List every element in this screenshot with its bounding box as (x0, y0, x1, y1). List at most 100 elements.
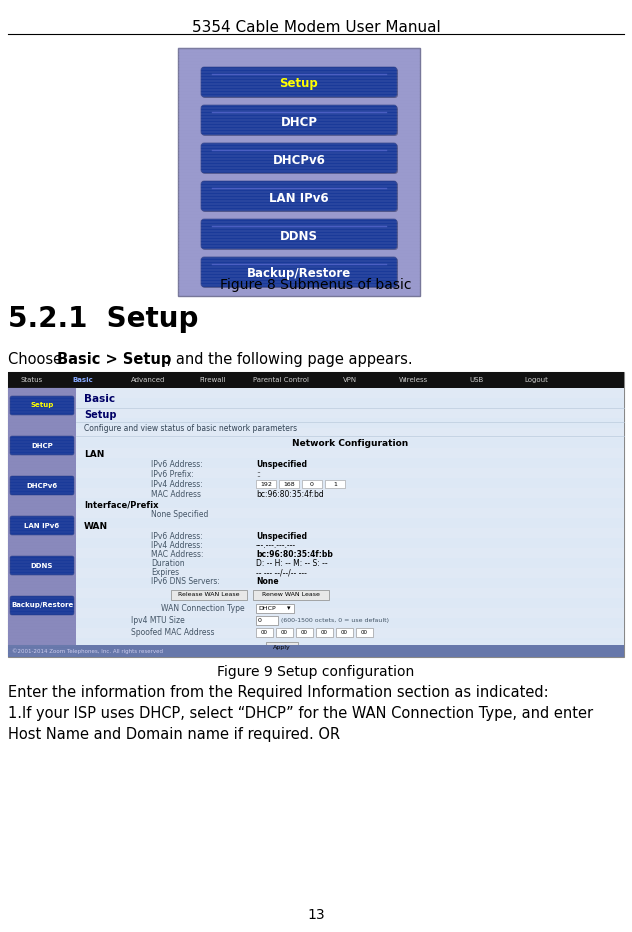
FancyBboxPatch shape (202, 144, 398, 174)
Text: Basic: Basic (84, 394, 115, 404)
Text: Advanced: Advanced (131, 377, 165, 383)
Text: ©2001-2014 Zoom Telephones, Inc. All rights reserved: ©2001-2014 Zoom Telephones, Inc. All rig… (12, 648, 163, 654)
Text: DHCP: DHCP (258, 606, 276, 611)
Text: Duration: Duration (151, 559, 185, 568)
Text: None Specified: None Specified (151, 510, 209, 519)
Text: Backup/Restore: Backup/Restore (11, 602, 73, 609)
Bar (256, 480, 276, 488)
Bar (76, 548, 624, 558)
Bar (8, 372, 624, 657)
Bar (76, 428, 624, 438)
Text: Logout: Logout (524, 377, 548, 383)
Text: 0: 0 (258, 618, 262, 623)
Text: IPv6 Address:: IPv6 Address: (151, 532, 203, 541)
Text: Backup/Restore: Backup/Restore (247, 267, 351, 281)
Text: Firewall: Firewall (200, 377, 226, 383)
FancyBboxPatch shape (201, 257, 397, 287)
Text: Setup: Setup (30, 403, 54, 408)
Bar (253, 590, 329, 600)
Text: DHCPv6: DHCPv6 (27, 483, 58, 488)
Text: Status: Status (21, 377, 43, 383)
Bar (256, 604, 294, 613)
Text: 192: 192 (260, 482, 272, 487)
Text: bc:96:80:35:4f:bd: bc:96:80:35:4f:bd (256, 490, 324, 499)
Text: WAN Connection Type: WAN Connection Type (161, 604, 245, 613)
Text: Network Configuration: Network Configuration (292, 439, 408, 448)
Bar (336, 628, 353, 637)
FancyBboxPatch shape (202, 258, 398, 288)
Text: bc:96:80:35:4f:bb: bc:96:80:35:4f:bb (256, 550, 333, 559)
Bar (76, 408, 624, 418)
Text: IPv6 DNS Servers:: IPv6 DNS Servers: (151, 577, 220, 586)
Text: Expires: Expires (151, 568, 179, 577)
Text: IPv6 Prefix:: IPv6 Prefix: (151, 470, 194, 479)
Bar (76, 628, 624, 638)
Text: 00: 00 (261, 630, 268, 635)
Text: Setup: Setup (279, 77, 319, 90)
Text: 00: 00 (281, 630, 288, 635)
Text: Interface/Prefix: Interface/Prefix (84, 500, 159, 509)
FancyBboxPatch shape (201, 181, 397, 211)
FancyBboxPatch shape (202, 182, 398, 212)
Bar (76, 448, 624, 458)
Bar (76, 468, 624, 478)
Text: DDNS: DDNS (31, 563, 53, 569)
Text: VPN: VPN (343, 377, 357, 383)
Text: Apply: Apply (273, 645, 291, 650)
Text: 5354 Cable Modem User Manual: 5354 Cable Modem User Manual (191, 20, 441, 35)
Bar (76, 388, 624, 645)
FancyBboxPatch shape (202, 106, 398, 136)
Text: 1: 1 (333, 482, 337, 487)
Bar (76, 388, 624, 398)
Text: Figure 9 Setup configuration: Figure 9 Setup configuration (217, 665, 415, 679)
Bar (316, 628, 333, 637)
Text: LAN: LAN (84, 450, 104, 459)
Text: Configure and view status of basic network parameters: Configure and view status of basic netwo… (84, 424, 297, 433)
Bar (76, 608, 624, 618)
Text: Spoofed MAC Address: Spoofed MAC Address (131, 628, 214, 637)
Text: 00: 00 (301, 630, 308, 635)
Text: None: None (256, 577, 279, 586)
Text: 5.2.1  Setup: 5.2.1 Setup (8, 305, 198, 333)
Text: DHCP: DHCP (281, 116, 317, 129)
FancyBboxPatch shape (10, 436, 74, 455)
Bar (178, 48, 420, 296)
Text: D: -- H: -- M: -- S: --: D: -- H: -- M: -- S: -- (256, 559, 327, 568)
Bar (8, 645, 624, 657)
FancyBboxPatch shape (202, 220, 398, 250)
Text: ▾: ▾ (288, 606, 291, 611)
Bar (256, 616, 278, 625)
Text: DHCP: DHCP (31, 443, 53, 448)
Text: USB: USB (469, 377, 483, 383)
Text: -- --- --/--/-- ---: -- --- --/--/-- --- (256, 568, 307, 577)
Text: 00: 00 (321, 630, 328, 635)
Text: Host Name and Domain name if required. OR: Host Name and Domain name if required. O… (8, 727, 340, 742)
Bar (8, 372, 624, 388)
Text: 0: 0 (310, 482, 314, 487)
FancyBboxPatch shape (201, 219, 397, 249)
Bar (276, 628, 293, 637)
Bar (296, 628, 313, 637)
Bar (279, 480, 299, 488)
Text: Enter the information from the Required Information section as indicated:: Enter the information from the Required … (8, 685, 549, 700)
Text: ::: :: (256, 470, 261, 479)
Text: Parental Control: Parental Control (253, 377, 309, 383)
Bar (76, 488, 624, 498)
FancyBboxPatch shape (10, 516, 74, 535)
Text: Renew WAN Lease: Renew WAN Lease (262, 593, 320, 597)
Text: MAC Address:: MAC Address: (151, 550, 204, 559)
Bar (325, 480, 345, 488)
Text: (600-1500 octets, 0 = use default): (600-1500 octets, 0 = use default) (281, 618, 389, 623)
Bar (256, 628, 273, 637)
FancyBboxPatch shape (10, 476, 74, 495)
FancyBboxPatch shape (10, 556, 74, 575)
Text: LAN IPv6: LAN IPv6 (25, 523, 59, 528)
Text: , and the following page appears.: , and the following page appears. (162, 352, 413, 367)
Text: IPv4 Address:: IPv4 Address: (151, 480, 203, 489)
FancyBboxPatch shape (10, 396, 74, 415)
Text: IPv6 Address:: IPv6 Address: (151, 460, 203, 469)
Text: Ipv4 MTU Size: Ipv4 MTU Size (131, 616, 185, 625)
FancyBboxPatch shape (10, 596, 74, 615)
Text: Unspecified: Unspecified (256, 460, 307, 469)
Bar (302, 480, 322, 488)
